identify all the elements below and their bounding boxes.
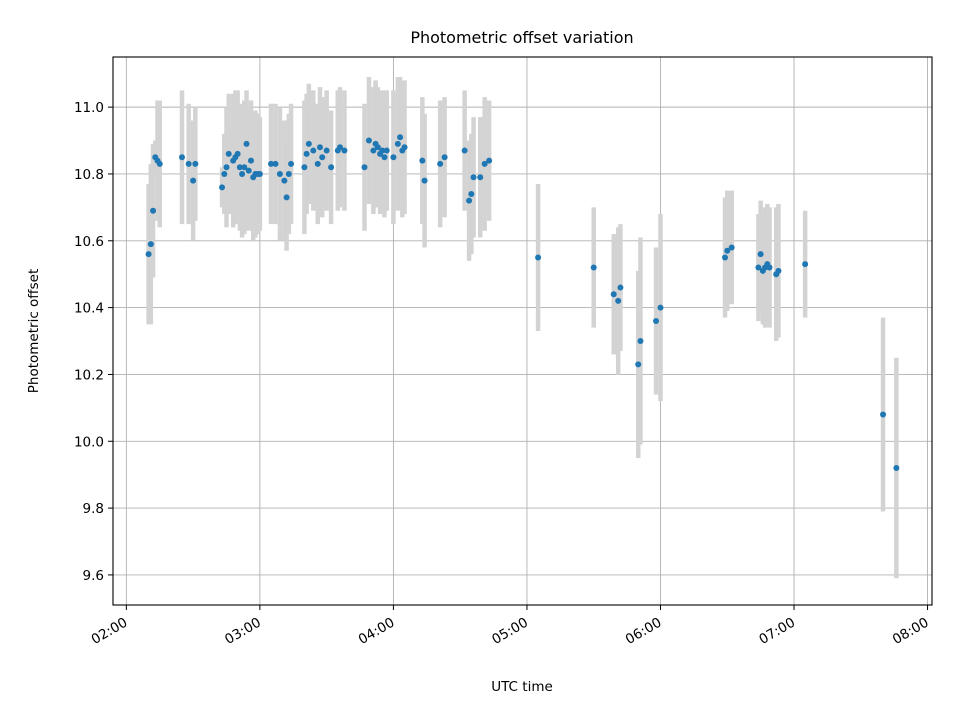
- data-point: [283, 194, 290, 201]
- data-point: [316, 144, 323, 151]
- y-tick-label: 10.6: [74, 234, 104, 250]
- data-point: [755, 264, 762, 271]
- data-point: [657, 304, 664, 311]
- data-point: [466, 197, 473, 204]
- data-point: [470, 174, 477, 181]
- data-point: [305, 140, 312, 147]
- data-point: [156, 160, 163, 167]
- data-point: [757, 251, 764, 258]
- data-point: [421, 177, 428, 184]
- data-point: [635, 361, 642, 368]
- y-axis-label: Photometric offset: [26, 269, 42, 393]
- data-point: [590, 264, 597, 271]
- data-point: [374, 144, 381, 151]
- plot-frame: [112, 56, 933, 606]
- data-point: [610, 291, 617, 298]
- data-point: [219, 184, 226, 191]
- data-point: [775, 267, 782, 274]
- data-point: [314, 160, 321, 167]
- data-point: [245, 167, 252, 174]
- data-points: [145, 134, 900, 471]
- data-point: [441, 154, 448, 161]
- data-point: [301, 164, 308, 171]
- data-point: [247, 157, 254, 164]
- y-tick-label: 10.0: [74, 434, 104, 450]
- data-point: [617, 284, 624, 291]
- data-point: [401, 144, 408, 151]
- data-point: [722, 254, 729, 261]
- data-point: [893, 465, 900, 471]
- y-axis-ticks: 9.6 9.8 10.0 10.2 10.4 10.6 10.8 11.0: [74, 100, 113, 584]
- data-point: [303, 150, 310, 157]
- data-point: [728, 244, 735, 251]
- data-point: [397, 134, 404, 141]
- data-point: [880, 411, 887, 418]
- data-point: [461, 147, 468, 154]
- data-point: [310, 147, 317, 154]
- data-point: [243, 140, 250, 147]
- data-point: [190, 177, 197, 184]
- data-point: [239, 170, 246, 177]
- chart-title: Photometric offset variation: [410, 28, 633, 47]
- data-point: [328, 164, 335, 171]
- data-point: [468, 191, 475, 197]
- data-point: [145, 251, 152, 258]
- data-point: [221, 170, 228, 177]
- data-point: [178, 154, 185, 161]
- data-point: [223, 164, 230, 171]
- data-point: [337, 144, 344, 151]
- data-point: [381, 154, 388, 161]
- data-point: [419, 157, 426, 164]
- x-axis-label: UTC time: [491, 679, 553, 695]
- data-point: [379, 147, 386, 154]
- data-point: [185, 160, 192, 167]
- data-point: [637, 338, 644, 345]
- data-point: [437, 160, 444, 167]
- data-point: [535, 254, 542, 261]
- data-point: [192, 160, 199, 167]
- y-tick-label: 11.0: [74, 100, 104, 116]
- y-tick-label: 9.8: [83, 501, 104, 517]
- data-point: [724, 247, 731, 254]
- data-point: [323, 147, 330, 154]
- data-point: [383, 147, 390, 154]
- data-point: [486, 157, 493, 164]
- data-point: [234, 150, 241, 157]
- data-point: [361, 164, 368, 171]
- data-point: [390, 154, 397, 161]
- data-point: [256, 170, 263, 177]
- data-point: [319, 154, 326, 161]
- data-point: [615, 297, 622, 304]
- data-point: [477, 174, 484, 181]
- data-point: [365, 137, 372, 144]
- y-tick-label: 9.6: [83, 568, 104, 584]
- data-point: [268, 160, 275, 167]
- data-point: [236, 164, 243, 171]
- data-point: [394, 140, 401, 147]
- data-point: [150, 207, 157, 214]
- data-point: [481, 160, 488, 167]
- y-tick-label: 10.4: [74, 301, 104, 317]
- data-point: [653, 317, 660, 324]
- data-point: [802, 261, 809, 268]
- data-point: [341, 147, 348, 154]
- data-point: [370, 147, 377, 154]
- data-point: [272, 160, 279, 167]
- data-point: [281, 177, 288, 184]
- y-tick-label: 10.2: [74, 367, 104, 383]
- data-point: [276, 170, 283, 177]
- data-point: [285, 170, 292, 177]
- data-point: [766, 264, 773, 271]
- y-tick-label: 10.8: [74, 167, 104, 183]
- data-point: [241, 164, 248, 171]
- data-point: [147, 241, 154, 248]
- data-point: [288, 160, 295, 167]
- data-point: [225, 150, 232, 157]
